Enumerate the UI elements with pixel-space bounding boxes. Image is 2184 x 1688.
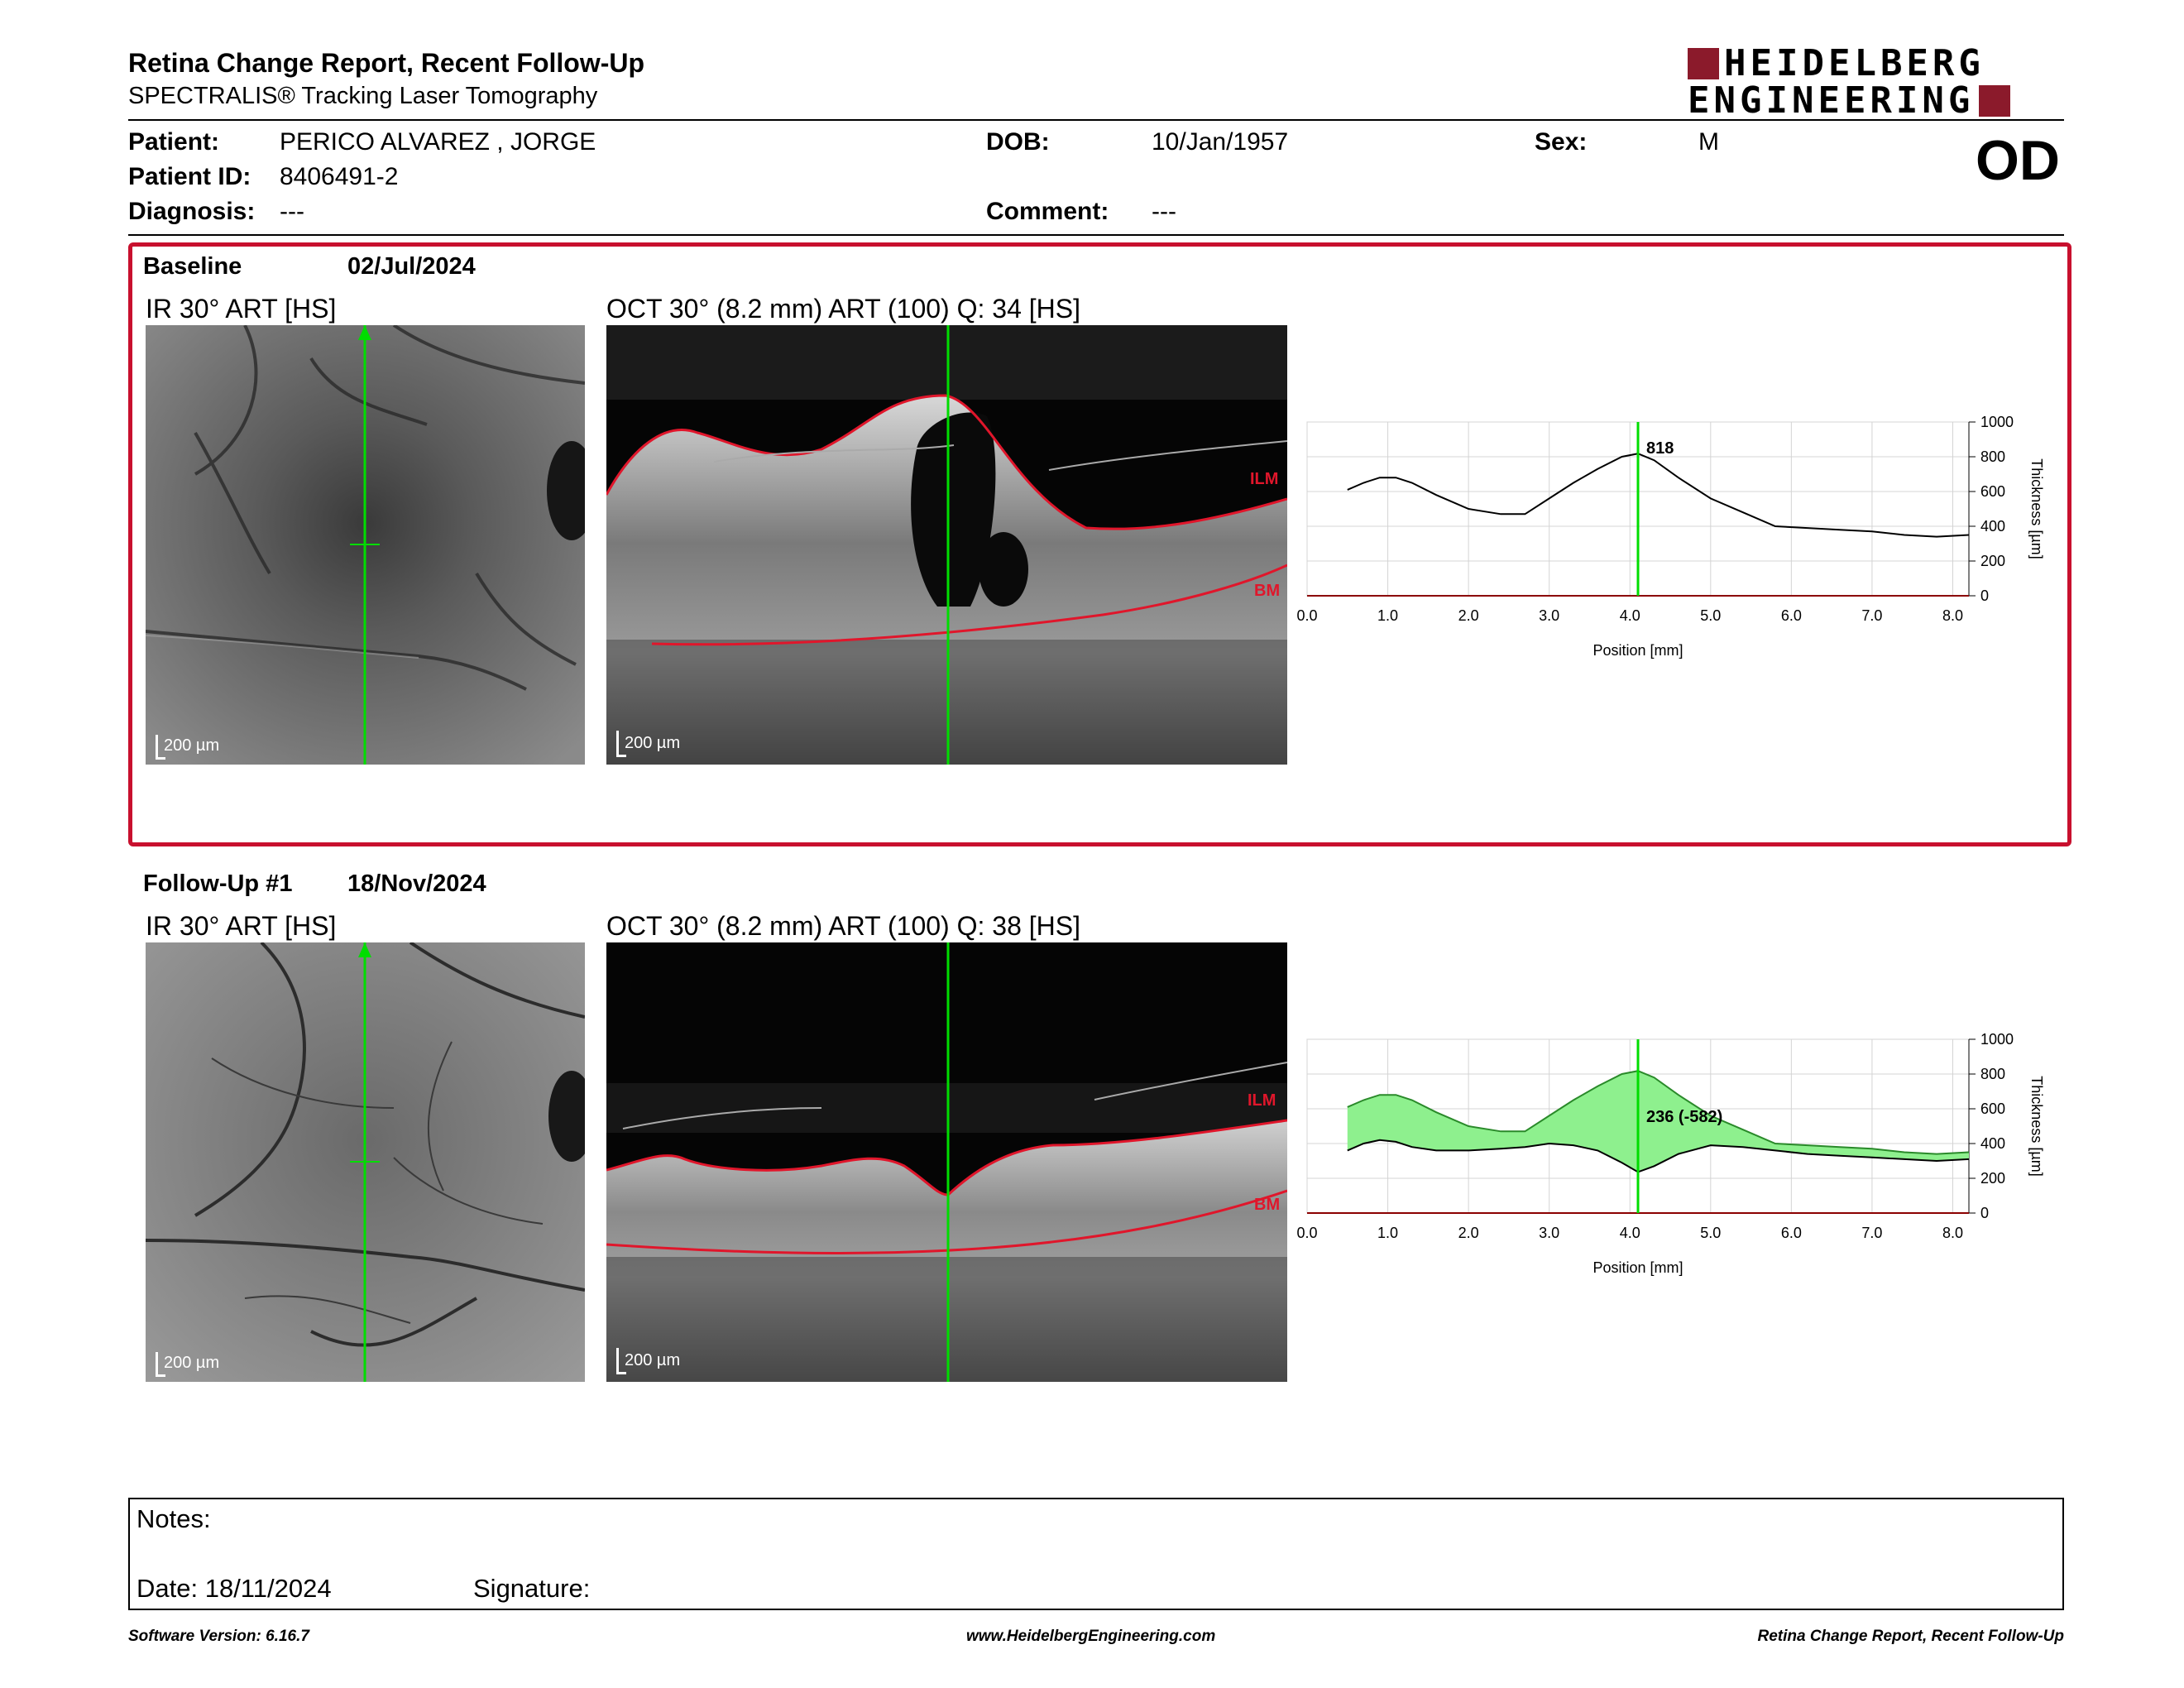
- report-title: Retina Change Report, Recent Follow-Up: [128, 48, 645, 78]
- x-tick-label: 3.0: [1539, 607, 1559, 624]
- baseline-series-line: [1347, 1070, 1970, 1155]
- baseline-ir-title: IR 30° ART [HS]: [146, 294, 337, 324]
- patient-id-label: Patient ID:: [128, 163, 251, 190]
- thickness-series-line: [1347, 453, 1970, 538]
- x-tick-label: 2.0: [1458, 1225, 1479, 1241]
- eye-label: OD: [1976, 129, 2060, 192]
- difference-area: [1347, 1071, 1969, 1172]
- scale-label: 200 µm: [625, 1351, 681, 1369]
- x-tick-label: 7.0: [1861, 607, 1882, 624]
- diagnosis-label: Diagnosis:: [128, 198, 256, 225]
- dob-label: DOB:: [986, 128, 1050, 156]
- baseline-thickness-chart[interactable]: 0.0 1.0 2.0 3.0 4.0 5.0 6.0 7.0 8.0 0 200 400 600 800…: [1291, 405, 2068, 679]
- patient-divider: [128, 234, 2064, 236]
- marker-value-label: 236 (-582): [1646, 1108, 1722, 1126]
- notes-date: Date: 18/11/2024: [136, 1574, 332, 1603]
- y-tick-label: 400: [1980, 518, 2005, 535]
- y-tick-label: 800: [1980, 1066, 2005, 1082]
- signature-label[interactable]: Signature:: [473, 1574, 591, 1603]
- y-axis-label: Thickness [µm]: [2028, 458, 2045, 559]
- logo-line1: HEIDELBERG: [1724, 42, 1985, 84]
- baseline-label: Baseline: [143, 253, 242, 280]
- x-tick-label: 3.0: [1539, 1225, 1559, 1241]
- y-tick-label: 1000: [1980, 414, 2014, 430]
- y-tick-label: 600: [1980, 1101, 2005, 1117]
- bm-label: BM: [1254, 1196, 1281, 1214]
- x-tick-label: 1.0: [1377, 1225, 1398, 1241]
- header-divider: [128, 119, 2064, 121]
- baseline-panel[interactable]: [128, 242, 2071, 846]
- x-tick-label: 8.0: [1942, 607, 1963, 624]
- followup-ir-image[interactable]: 200 µm: [146, 942, 585, 1382]
- x-tick-label: 0.0: [1296, 1225, 1317, 1241]
- logo-square-icon: [1979, 85, 2011, 117]
- scale-bar: 200 µm: [616, 1348, 699, 1374]
- followup-series-line: [1347, 1139, 1970, 1173]
- footer-version: Software Version: 6.16.7: [128, 1628, 309, 1645]
- bm-label: BM: [1254, 582, 1281, 600]
- y-tick-label: 400: [1980, 1135, 2005, 1152]
- y-tick-label: 800: [1980, 448, 2005, 465]
- x-tick-label: 6.0: [1781, 1225, 1802, 1241]
- scale-label: 200 µm: [164, 736, 220, 755]
- followup-date: 18/Nov/2024: [347, 870, 486, 897]
- x-axis-label: Position [mm]: [1592, 642, 1683, 659]
- sex-value: M: [1698, 128, 1719, 156]
- x-tick-label: 1.0: [1377, 607, 1398, 624]
- x-tick-label: 7.0: [1861, 1225, 1882, 1241]
- y-tick-label: 0: [1980, 587, 1989, 604]
- y-axis-label: Thickness [µm]: [2028, 1076, 2045, 1176]
- followup-ir-title: IR 30° ART [HS]: [146, 911, 337, 941]
- scale-bar: 200 µm: [156, 1352, 238, 1377]
- followup-oct-title: OCT 30° (8.2 mm) ART (100) Q: 38 [HS]: [606, 911, 1080, 941]
- logo-line2: ENGINEERING: [1688, 79, 1975, 122]
- footer-report-name: Retina Change Report, Recent Follow-Up: [1757, 1628, 2064, 1645]
- followup-label: Follow-Up #1: [143, 870, 293, 897]
- comment-value: ---: [1152, 198, 1176, 225]
- ilm-label: ILM: [1250, 470, 1279, 488]
- scale-label: 200 µm: [625, 734, 681, 752]
- sex-label: Sex:: [1535, 128, 1588, 156]
- patient-name: PERICO ALVAREZ , JORGE: [280, 128, 596, 156]
- diagnosis-value: ---: [280, 198, 304, 225]
- scale-bar: 200 µm: [156, 735, 238, 760]
- x-tick-label: 4.0: [1620, 607, 1640, 624]
- baseline-oct-title: OCT 30° (8.2 mm) ART (100) Q: 34 [HS]: [606, 294, 1080, 324]
- x-tick-label: 8.0: [1942, 1225, 1963, 1241]
- x-tick-label: 4.0: [1620, 1225, 1640, 1241]
- dob-value: 10/Jan/1957: [1152, 128, 1289, 156]
- comment-label: Comment:: [986, 198, 1109, 225]
- scale-label: 200 µm: [164, 1354, 220, 1372]
- y-tick-label: 200: [1980, 1170, 2005, 1187]
- y-tick-label: 600: [1980, 483, 2005, 500]
- report-subtitle: SPECTRALIS® Tracking Laser Tomography: [128, 83, 598, 109]
- x-tick-label: 5.0: [1700, 607, 1721, 624]
- x-tick-label: 5.0: [1700, 1225, 1721, 1241]
- x-axis-label: Position [mm]: [1592, 1259, 1683, 1276]
- patient-id: 8406491-2: [280, 163, 399, 190]
- baseline-date: 02/Jul/2024: [347, 253, 476, 280]
- x-tick-label: 0.0: [1296, 607, 1317, 624]
- notes-label: Notes:: [136, 1504, 211, 1533]
- scale-bar: 200 µm: [616, 731, 699, 757]
- marker-value-label: 818: [1646, 439, 1674, 458]
- followup-thickness-chart[interactable]: 0.0 1.0 2.0 3.0 4.0 5.0 6.0 7.0 8.0 0 200 400 600 800…: [1291, 1023, 2068, 1296]
- y-tick-label: 0: [1980, 1205, 1989, 1221]
- baseline-ir-image[interactable]: 200 µm: [146, 325, 585, 765]
- followup-oct-image[interactable]: ILM BM 200 µm: [606, 942, 1287, 1382]
- baseline-oct-image[interactable]: ILM BM 200 µm: [606, 325, 1287, 765]
- x-tick-label: 6.0: [1781, 607, 1802, 624]
- y-tick-label: 1000: [1980, 1031, 2014, 1048]
- ilm-label: ILM: [1248, 1091, 1276, 1110]
- patient-label: Patient:: [128, 128, 220, 156]
- x-tick-label: 2.0: [1458, 607, 1479, 624]
- logo-square-icon: [1688, 48, 1719, 79]
- footer-website[interactable]: www.HeidelbergEngineering.com: [966, 1628, 1216, 1645]
- notes-box[interactable]: Notes: Date: 18/11/2024 Signature:: [128, 1498, 2064, 1610]
- y-tick-label: 200: [1980, 553, 2005, 569]
